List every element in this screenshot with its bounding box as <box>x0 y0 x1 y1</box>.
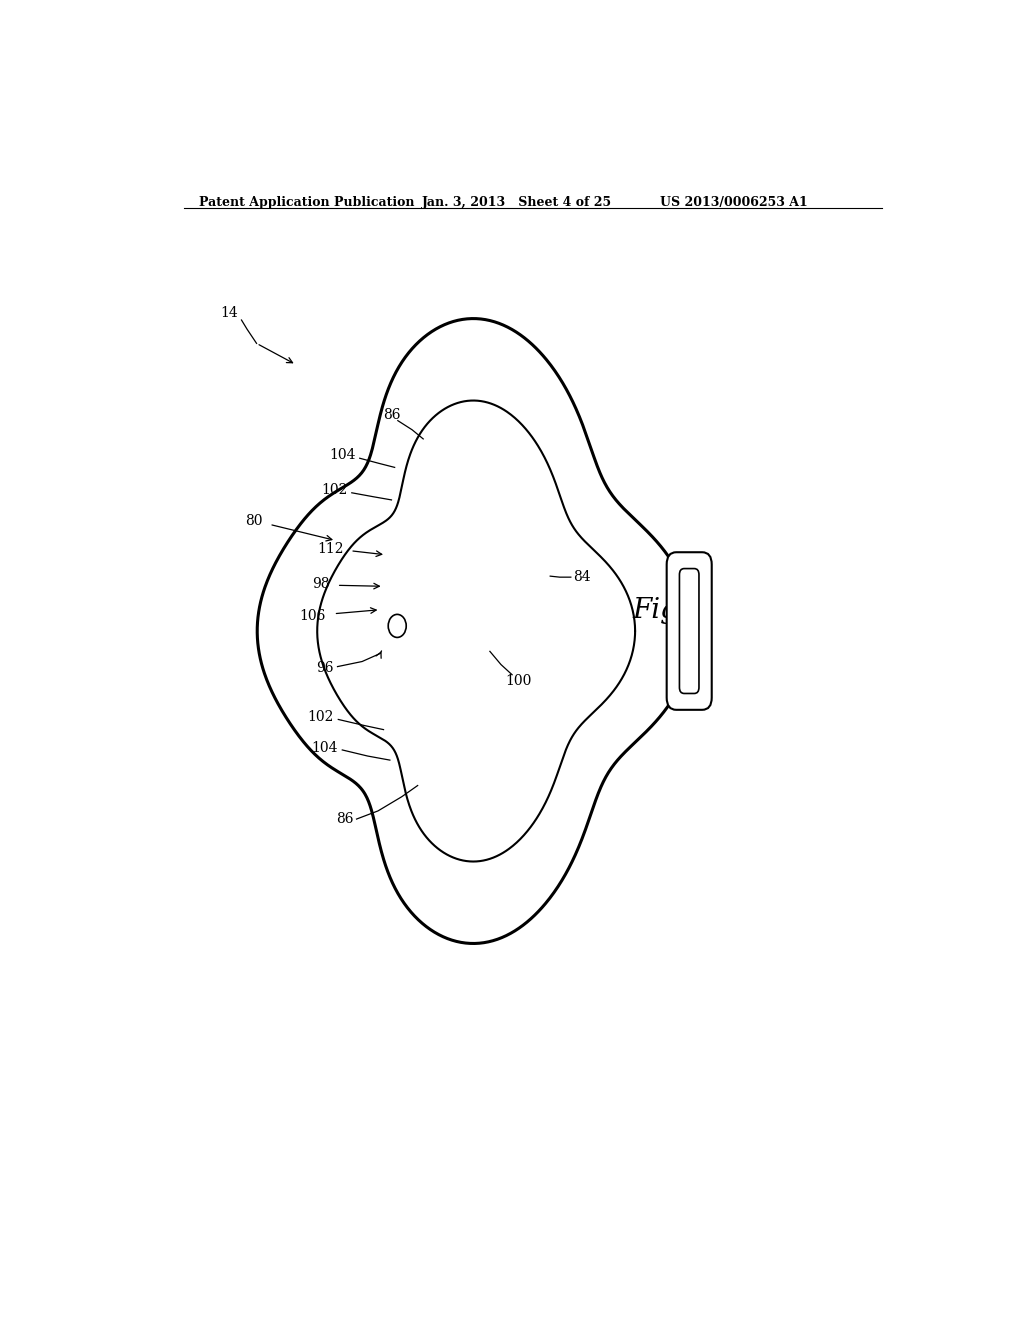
Text: 104: 104 <box>329 449 355 462</box>
Text: 112: 112 <box>317 541 344 556</box>
Text: 98: 98 <box>312 577 330 591</box>
Text: 86: 86 <box>336 812 353 826</box>
Text: 100: 100 <box>505 673 531 688</box>
Circle shape <box>388 614 407 638</box>
Text: US 2013/0006253 A1: US 2013/0006253 A1 <box>659 195 808 209</box>
FancyBboxPatch shape <box>667 552 712 710</box>
Text: 96: 96 <box>316 660 334 675</box>
Text: 102: 102 <box>307 710 334 725</box>
Text: 84: 84 <box>573 570 591 585</box>
FancyBboxPatch shape <box>680 569 699 693</box>
Text: Jan. 3, 2013   Sheet 4 of 25: Jan. 3, 2013 Sheet 4 of 25 <box>422 195 611 209</box>
Text: 86: 86 <box>383 408 400 421</box>
Text: 104: 104 <box>311 741 338 755</box>
Text: Fig. 5: Fig. 5 <box>632 597 713 624</box>
Text: 102: 102 <box>322 483 347 496</box>
Text: 80: 80 <box>245 515 262 528</box>
Text: 106: 106 <box>300 609 326 623</box>
Text: Patent Application Publication: Patent Application Publication <box>200 195 415 209</box>
Text: 14: 14 <box>221 306 239 319</box>
